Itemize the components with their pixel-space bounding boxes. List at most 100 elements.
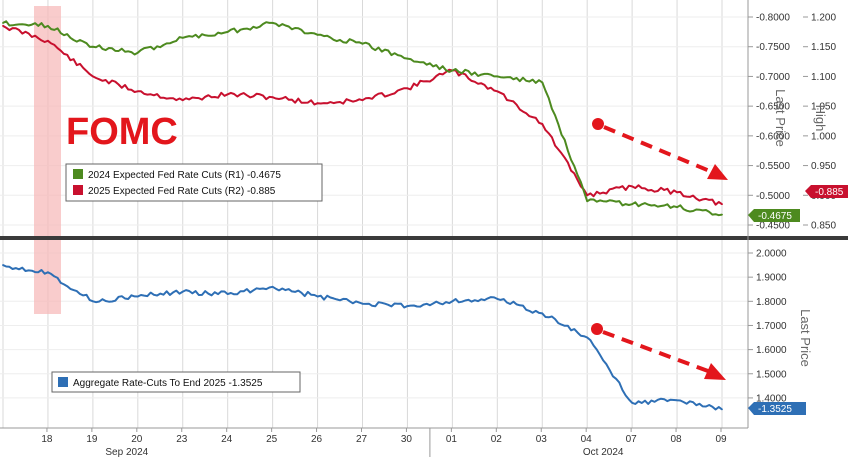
series-line-aggregate-point bbox=[47, 271, 49, 274]
series-line-2024-point bbox=[586, 200, 589, 203]
tick-label: 1.9000 bbox=[756, 273, 787, 284]
tick-label: 1.7000 bbox=[756, 321, 787, 332]
x-tick-label: 02 bbox=[491, 434, 503, 445]
series-line-aggregate-point bbox=[676, 399, 678, 402]
series-line-2024-point bbox=[271, 22, 274, 24]
x-tick-label: 30 bbox=[401, 434, 413, 445]
series-line-2024-point bbox=[451, 69, 454, 72]
svg-text:-1.3525: -1.3525 bbox=[758, 404, 792, 415]
legend-label-2025: 2025 Expected Fed Rate Cuts (R2) -0.885 bbox=[88, 186, 276, 197]
top-left-axis-title: Last Price bbox=[773, 89, 788, 147]
x-tick-label: 09 bbox=[715, 434, 727, 445]
series-line-2024-point bbox=[316, 33, 319, 36]
series-line-aggregate-point bbox=[181, 290, 184, 293]
value-tag-2025: -0.885 bbox=[805, 185, 848, 198]
series-line-2024-point bbox=[91, 45, 94, 48]
tick-label: -0.4500 bbox=[756, 221, 790, 232]
tick-label: -0.8000 bbox=[756, 13, 790, 24]
tick-label: 1.150 bbox=[811, 42, 836, 53]
series-line-2025-point bbox=[316, 102, 319, 105]
tick-label: 1.8000 bbox=[756, 297, 787, 308]
x-tick-label: 23 bbox=[176, 434, 188, 445]
tick-label: 1.050 bbox=[811, 102, 836, 113]
series-line-aggregate-point bbox=[271, 285, 274, 288]
grid bbox=[0, 0, 748, 457]
series-line-2024-point bbox=[406, 57, 409, 60]
tick-label: -0.7000 bbox=[756, 72, 790, 83]
series-line-aggregate-point bbox=[2, 264, 4, 266]
series-layer bbox=[2, 20, 723, 411]
x-tick-label: 24 bbox=[221, 434, 233, 445]
top-trend-arrow bbox=[592, 118, 728, 180]
series-line-2025-point bbox=[361, 99, 364, 102]
series-line-2024-point bbox=[136, 51, 139, 54]
value-tag-2024: -0.4675 bbox=[748, 209, 800, 222]
series-line-2025-point bbox=[496, 90, 499, 93]
month-label: Sep 2024 bbox=[105, 447, 148, 457]
series-line-aggregate-point bbox=[586, 336, 589, 339]
series-line-aggregate-point bbox=[721, 408, 723, 411]
tick-label: -0.6000 bbox=[756, 131, 790, 142]
series-line-aggregate-point bbox=[631, 401, 634, 404]
series-line-2024-point bbox=[2, 22, 4, 24]
tick-label: -0.5500 bbox=[756, 161, 790, 172]
series-line-2025-point bbox=[631, 185, 634, 188]
svg-text:-0.885: -0.885 bbox=[815, 187, 844, 198]
series-line-2025-point bbox=[406, 87, 409, 90]
series-line-aggregate-point bbox=[406, 305, 409, 308]
bottom-axis: 2.0000 1.9000 1.8000 1.7000 1.6000 1.5000 1.40… bbox=[748, 249, 787, 404]
series-line-2024-point bbox=[47, 25, 49, 27]
tick-label: 0.850 bbox=[811, 221, 836, 232]
series-line-2024-point bbox=[541, 81, 544, 84]
series-line-2024-point bbox=[676, 206, 678, 209]
series-line-aggregate-point bbox=[541, 312, 544, 315]
series-line-2025-point bbox=[541, 123, 544, 125]
x-tick-label: 19 bbox=[86, 434, 98, 445]
tick-label: 1.200 bbox=[811, 13, 836, 24]
top-left-axis: -0.8000 -0.7500 -0.7000 -0.6500 -0.6000 -0.55… bbox=[748, 13, 790, 232]
series-line-2025-point bbox=[271, 96, 274, 99]
tick-label: 1.000 bbox=[811, 131, 836, 142]
legend-swatch-aggregate bbox=[58, 377, 68, 387]
x-tick-label: 08 bbox=[671, 434, 683, 445]
series-line-aggregate-point bbox=[226, 293, 229, 295]
tick-label: 2.0000 bbox=[756, 249, 787, 260]
series-line-2025-point bbox=[2, 25, 4, 27]
series-line-2024-point bbox=[181, 36, 184, 39]
legend-label-aggregate: Aggregate Rate-Cuts To End 2025 -1.3525 bbox=[73, 378, 263, 389]
series-line-2025-point bbox=[226, 93, 229, 96]
x-tick-label: 18 bbox=[41, 434, 53, 445]
last-value-tags: -0.885 -0.4675 -1.3525 bbox=[748, 185, 848, 415]
tick-label: -0.7500 bbox=[756, 42, 790, 53]
panel-divider bbox=[0, 236, 848, 240]
series-line-aggregate-point bbox=[136, 295, 139, 298]
x-tick-label: 04 bbox=[581, 434, 593, 445]
x-tick-label: 20 bbox=[131, 434, 143, 445]
series-line-2025-point bbox=[91, 75, 94, 78]
tick-label: 0.950 bbox=[811, 161, 836, 172]
x-tick-label: 26 bbox=[311, 434, 323, 445]
tick-label: -0.5000 bbox=[756, 191, 790, 202]
tick-label: 1.6000 bbox=[756, 345, 787, 356]
series-line-aggregate-point bbox=[361, 302, 364, 305]
series-line-2024-point bbox=[631, 203, 634, 206]
series-line-2025-point bbox=[721, 203, 723, 206]
x-tick-label: 27 bbox=[356, 434, 368, 445]
fomc-annotation: FOMC bbox=[66, 111, 178, 153]
series-line-aggregate-point bbox=[451, 300, 454, 303]
series-line-aggregate-point bbox=[496, 297, 499, 300]
top-legend: 2024 Expected Fed Rate Cuts (R1) -0.4675… bbox=[65, 163, 323, 202]
series-line-2024-point bbox=[361, 42, 364, 45]
bottom-legend: Aggregate Rate-Cuts To End 2025 -1.3525 bbox=[51, 371, 301, 393]
tick-label: 1.4000 bbox=[756, 393, 787, 404]
x-tick-label: 07 bbox=[626, 434, 638, 445]
value-tag-aggregate: -1.3525 bbox=[748, 402, 806, 415]
x-tick-label: 25 bbox=[266, 434, 278, 445]
series-line-2024-point bbox=[721, 213, 723, 216]
legend-label-2024: 2024 Expected Fed Rate Cuts (R1) -0.4675 bbox=[88, 170, 281, 181]
series-line-aggregate-point bbox=[91, 300, 94, 303]
bottom-trend-arrow bbox=[591, 323, 726, 380]
x-tick-label: 01 bbox=[446, 434, 458, 445]
x-tick-label: 03 bbox=[536, 434, 548, 445]
